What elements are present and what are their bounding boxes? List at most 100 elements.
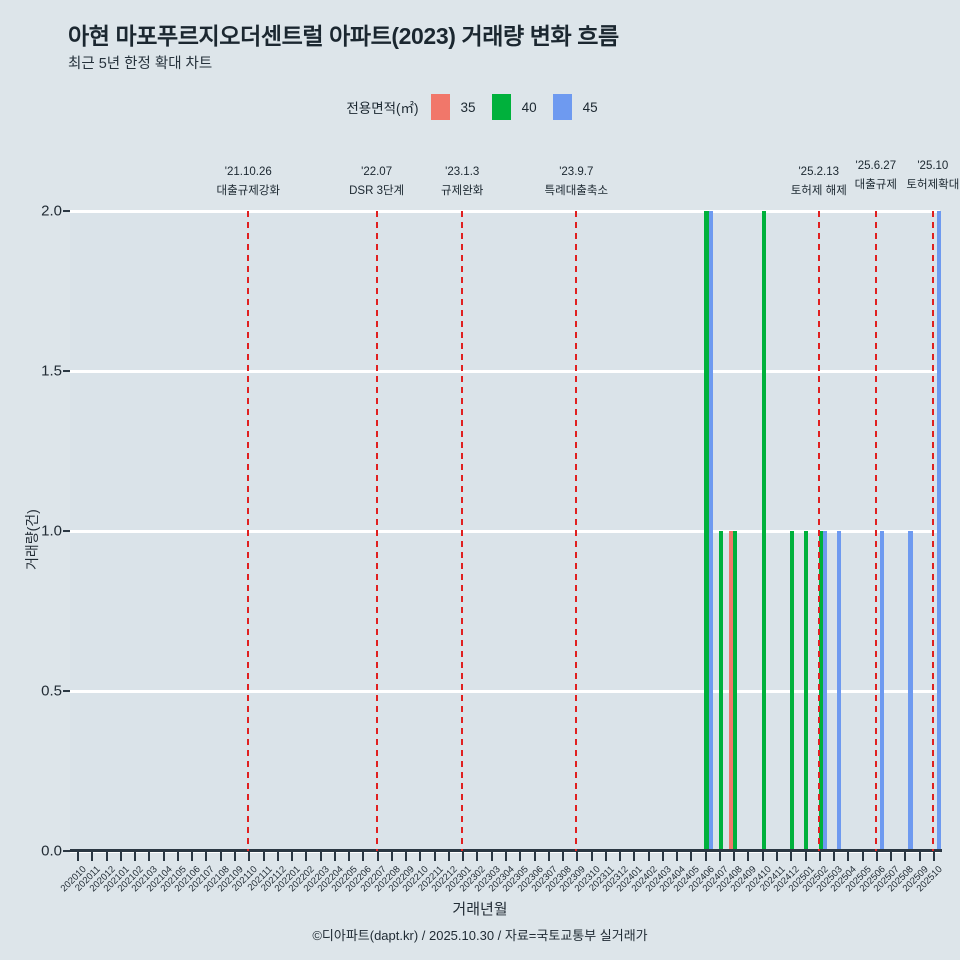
x-tick-mark (462, 852, 465, 861)
x-tick-mark (348, 852, 351, 861)
y-tick-label: 0.5 (41, 682, 62, 700)
x-tick-mark (376, 852, 379, 861)
x-tick-mark (176, 852, 179, 861)
y-tick-mark (63, 850, 70, 852)
event-text: 대출규제 (854, 179, 897, 191)
event-marker-line (817, 211, 820, 851)
legend-item-45[interactable]: 45 (552, 94, 598, 120)
bar-45-202406[interactable] (708, 211, 713, 851)
bar-40-202406[interactable] (704, 211, 709, 851)
x-tick-mark (861, 852, 864, 861)
x-tick-mark (932, 852, 935, 861)
x-tick-mark (661, 852, 664, 861)
bar-40-202412[interactable] (790, 531, 795, 851)
x-tick-mark (291, 852, 294, 861)
page-subtitle: 최근 5년 한정 확대 차트 (68, 56, 213, 72)
x-tick-mark (547, 852, 550, 861)
event-marker-label: '25.6.27 대출규제 (855, 157, 897, 195)
y-tick-label: 1.5 (41, 362, 62, 380)
x-tick-mark (476, 852, 479, 861)
x-tick-mark (191, 852, 194, 861)
x-tick-mark (904, 852, 907, 861)
event-marker-label: '21.10.26 대출규제강화 (217, 163, 280, 201)
x-tick-mark (148, 852, 151, 861)
bar-40-202502[interactable] (818, 531, 823, 851)
chart-legend: 전용면적(㎡) 35 40 45 (0, 94, 960, 120)
x-tick-mark (519, 852, 522, 861)
bar-40-202408[interactable] (732, 531, 738, 851)
x-tick-mark (134, 852, 137, 861)
bar-45-202506[interactable] (879, 531, 884, 851)
x-tick-mark (276, 852, 279, 861)
event-marker-label: '25.2.13 토허제 해제 (791, 163, 847, 201)
event-date: '25.6.27 (855, 160, 897, 172)
event-marker-line (375, 211, 378, 851)
x-tick-mark (234, 852, 237, 861)
x-tick-mark (633, 852, 636, 861)
x-tick-mark (804, 852, 807, 861)
x-tick-mark (790, 852, 793, 861)
bar-40-202410[interactable] (761, 211, 766, 851)
x-tick-mark (490, 852, 493, 861)
legend-item-label: 40 (521, 99, 537, 115)
x-tick-mark (447, 852, 450, 861)
x-tick-mark (562, 852, 565, 861)
y-axis-title: 거래량(건) (24, 509, 40, 570)
x-tick-mark (647, 852, 650, 861)
legend-item-label: 45 (582, 99, 598, 115)
event-marker-label: '23.1.3 규제완화 (441, 163, 483, 201)
legend-item-40[interactable]: 40 (491, 94, 537, 120)
x-tick-mark (704, 852, 707, 861)
x-tick-mark (219, 852, 222, 861)
x-tick-mark (77, 852, 80, 861)
event-date: '23.9.7 (559, 166, 594, 178)
x-tick-mark (676, 852, 679, 861)
x-tick-mark (576, 852, 579, 861)
x-tick-mark (775, 852, 778, 861)
y-tick-mark (63, 210, 70, 212)
bar-45-202503[interactable] (837, 531, 842, 851)
x-tick-mark (390, 852, 393, 861)
x-tick-mark (690, 852, 693, 861)
bar-45-202502[interactable] (822, 531, 827, 851)
x-tick-mark (590, 852, 593, 861)
x-tick-mark (533, 852, 536, 861)
x-tick-mark (333, 852, 336, 861)
event-marker-label: '23.9.7 특례대출축소 (545, 163, 608, 201)
event-date: '21.10.26 (224, 166, 272, 178)
event-text: 대출규제강화 (216, 185, 281, 197)
bar-45-202508[interactable] (908, 531, 913, 851)
y-gridline (70, 209, 940, 213)
bar-40-202501[interactable] (804, 531, 809, 851)
y-gridline (70, 689, 940, 693)
x-tick-mark (433, 852, 436, 861)
footer-credit: ©디아파트(dapt.kr) / 2025.10.30 / 자료=국토교통부 실… (312, 928, 648, 943)
x-tick-mark (405, 852, 408, 861)
event-text: 규제완화 (441, 185, 484, 197)
x-axis-line (70, 849, 942, 852)
x-tick-mark (747, 852, 750, 861)
x-tick-mark (319, 852, 322, 861)
event-text: 특례대출축소 (544, 185, 609, 197)
event-marker-line (247, 211, 250, 851)
legend-swatch-icon (552, 94, 572, 120)
page-title: 아현 마포푸르지오더센트럴 아파트(2023) 거래량 변화 흐름 (68, 23, 619, 49)
event-marker-label: '25.10 토허제확대 (906, 157, 959, 195)
plot-area (70, 209, 942, 853)
x-tick-mark (105, 852, 108, 861)
x-tick-mark (733, 852, 736, 861)
bar-45-202510[interactable] (936, 211, 942, 851)
y-tick-mark (63, 690, 70, 692)
event-date: '25.2.13 (798, 166, 840, 178)
event-date: '23.1.3 (445, 166, 480, 178)
x-tick-mark (847, 852, 850, 861)
bar-35-202408[interactable] (728, 531, 733, 851)
event-text: DSR 3단계 (349, 185, 405, 197)
x-tick-mark (362, 852, 365, 861)
legend-item-35[interactable]: 35 (430, 94, 476, 120)
x-tick-mark (119, 852, 122, 861)
bar-40-202407[interactable] (718, 531, 723, 851)
x-tick-mark (875, 852, 878, 861)
event-date: '22.07 (361, 166, 393, 178)
